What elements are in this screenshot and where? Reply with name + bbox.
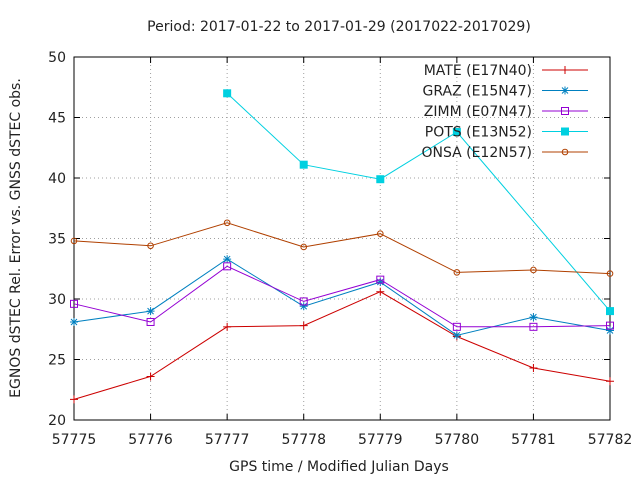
legend-label: GRAZ (E15N47) xyxy=(423,84,533,100)
data-point xyxy=(299,302,308,311)
x-tick-label: 57782 xyxy=(588,432,633,448)
series-line xyxy=(73,291,611,400)
data-point xyxy=(376,230,384,237)
data-point xyxy=(223,255,232,264)
data-point xyxy=(606,377,614,386)
x-tick-label: 57775 xyxy=(52,432,97,448)
data-point xyxy=(376,175,385,184)
x-tick-label: 57776 xyxy=(128,432,173,448)
legend-entry: GRAZ (E15N47) xyxy=(423,84,588,100)
data-point xyxy=(529,313,538,322)
series-onsa xyxy=(70,219,614,277)
data-point xyxy=(376,278,385,287)
legend-entry: ONSA (E12N57) xyxy=(421,145,588,161)
y-tick-label: 30 xyxy=(48,292,66,308)
y-tick-label: 45 xyxy=(48,111,66,127)
legend-entry: POTS (E13N52) xyxy=(425,125,588,141)
axis-tick-labels: 57775 57776 57777 57778 57779 57780 57781 57782… xyxy=(48,50,632,448)
data-point xyxy=(223,89,232,98)
data-point xyxy=(452,331,461,340)
data-point xyxy=(146,372,155,381)
data-point xyxy=(70,299,78,308)
data-point xyxy=(223,262,232,271)
data-point xyxy=(70,237,78,245)
y-tick-label: 40 xyxy=(48,171,66,187)
x-tick-label: 57781 xyxy=(511,432,556,448)
grid-lines xyxy=(74,57,610,420)
data-point xyxy=(70,317,78,326)
chart-title: Period: 2017-01-22 to 2017-01-29 (201702… xyxy=(147,19,531,35)
data-point xyxy=(606,270,614,277)
data-point xyxy=(452,128,461,137)
series-mate xyxy=(70,287,614,404)
legend: MATE (E17N40) GRAZ (E15N47) ZIMM (E07N47) P… xyxy=(421,63,588,161)
data-point xyxy=(453,269,461,276)
data-point xyxy=(300,243,308,251)
legend-swatch-marker xyxy=(561,66,569,74)
data-series xyxy=(70,89,614,404)
data-point xyxy=(606,326,614,335)
series-line xyxy=(73,258,611,336)
y-tick-label: 25 xyxy=(48,353,66,369)
data-point xyxy=(299,321,308,330)
data-point xyxy=(376,275,385,284)
legend-label: ONSA (E12N57) xyxy=(421,145,532,161)
series-line xyxy=(73,222,611,275)
series-line xyxy=(73,265,611,328)
series-pots xyxy=(223,89,614,316)
series-zimm xyxy=(70,262,614,331)
x-tick-label: 57778 xyxy=(281,432,326,448)
data-point xyxy=(147,242,154,250)
data-point xyxy=(452,322,461,331)
legend-swatch-marker xyxy=(561,86,569,95)
legend-label: POTS (E13N52) xyxy=(425,125,532,141)
data-point xyxy=(606,307,614,316)
legend-swatch-marker xyxy=(561,107,569,115)
x-tick-label: 57777 xyxy=(205,432,250,448)
data-point xyxy=(299,160,308,169)
data-point xyxy=(529,322,538,331)
data-point xyxy=(146,317,155,326)
legend-label: ZIMM (E07N47) xyxy=(424,104,532,120)
legend-swatch-marker xyxy=(561,127,569,136)
series-line xyxy=(226,92,611,312)
y-tick-label: 35 xyxy=(48,232,66,248)
data-point xyxy=(606,321,614,330)
axis-ticks xyxy=(73,56,611,421)
data-point xyxy=(223,219,231,227)
y-tick-label: 50 xyxy=(48,50,66,66)
x-axis-label: GPS time / Modified Julian Days xyxy=(229,459,449,475)
legend-label: MATE (E17N40) xyxy=(424,63,532,79)
legend-entry: MATE (E17N40) xyxy=(424,63,588,79)
y-axis-label: EGNOS dSTEC Rel. Error vs. GNSS dSTEC ob… xyxy=(8,78,24,398)
data-point xyxy=(146,307,155,316)
data-point xyxy=(529,363,538,372)
legend-swatch-marker xyxy=(561,148,569,156)
series-graz xyxy=(70,255,614,340)
data-point xyxy=(70,395,78,404)
data-point xyxy=(530,266,537,274)
x-tick-label: 57779 xyxy=(358,432,403,448)
y-tick-label: 20 xyxy=(48,413,66,429)
x-tick-label: 57780 xyxy=(435,432,480,448)
data-point xyxy=(376,287,385,296)
data-point xyxy=(223,322,232,331)
legend-entry: ZIMM (E07N47) xyxy=(424,104,588,120)
data-point xyxy=(299,297,308,306)
